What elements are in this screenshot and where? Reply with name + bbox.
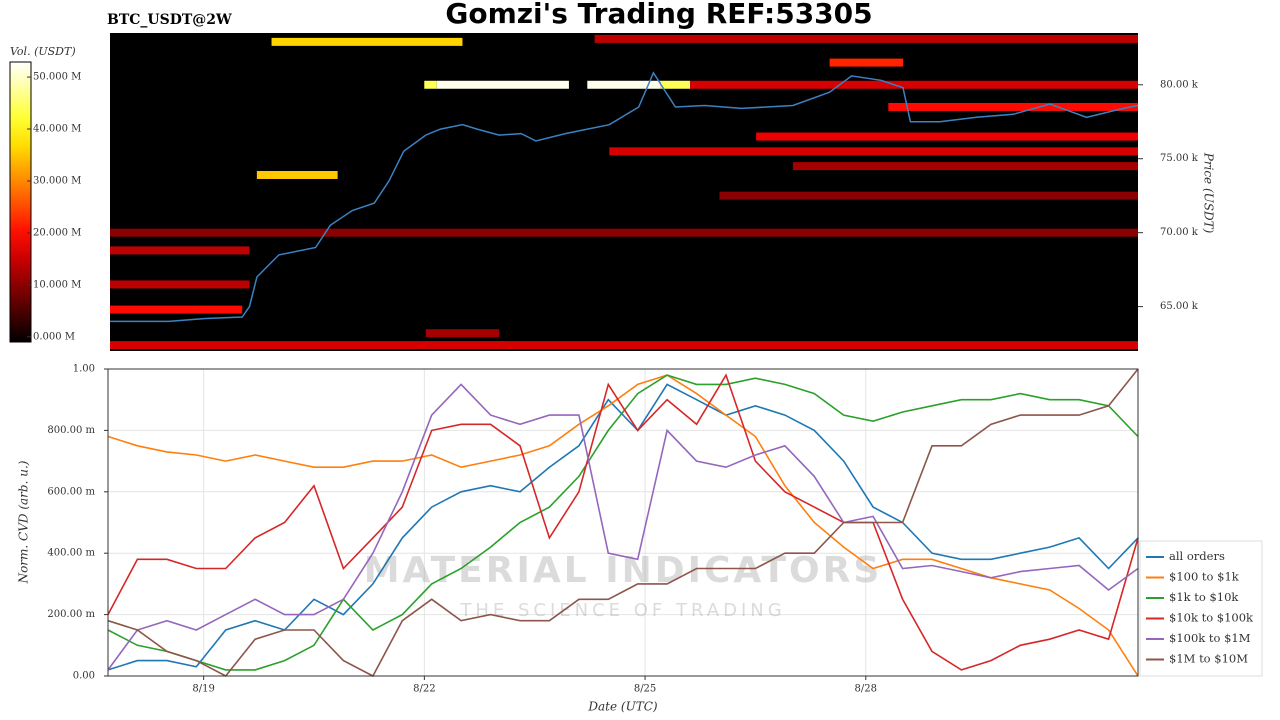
series-line bbox=[107, 374, 1139, 671]
heat-cell bbox=[256, 170, 338, 179]
heat-cell bbox=[829, 58, 904, 67]
y-tick-label: 0.00 bbox=[73, 671, 95, 682]
x-tick-label: 8/25 bbox=[634, 684, 656, 695]
y-axis-label: Price (USDT) bbox=[1202, 152, 1216, 234]
x-tick-label: 8/28 bbox=[855, 684, 877, 695]
heat-cell bbox=[888, 102, 1138, 111]
legend-label: $100 to $1k bbox=[1169, 570, 1240, 584]
heat-cell bbox=[425, 329, 500, 338]
chart-subtitle: BTC_USDT@2W bbox=[107, 12, 232, 28]
heat-cell bbox=[424, 80, 437, 89]
chart-title: Gomzi's Trading REF:53305 bbox=[445, 0, 872, 30]
heat-cell bbox=[110, 246, 250, 255]
colorbar-tick-label: 40.000 M bbox=[33, 124, 81, 135]
heat-cell bbox=[594, 34, 1138, 43]
heat-cell bbox=[110, 280, 250, 289]
heat-cell bbox=[690, 80, 1138, 89]
heat-cell bbox=[609, 147, 1138, 156]
heat-cell bbox=[587, 80, 661, 89]
heat-cell bbox=[436, 80, 569, 89]
colorbar bbox=[9, 61, 32, 343]
watermark-title: MATERIAL INDICATORS bbox=[364, 550, 883, 591]
x-tick-label: 8/19 bbox=[192, 684, 214, 695]
series-line bbox=[107, 383, 1139, 671]
price-line bbox=[110, 71, 1139, 323]
y-tick-label: 400.00 m bbox=[47, 548, 95, 559]
y-tick-label: 200.00 m bbox=[47, 609, 95, 620]
legend-label: $1k to $10k bbox=[1169, 590, 1239, 604]
heat-cell bbox=[719, 191, 1138, 200]
plot-frame bbox=[107, 368, 1139, 677]
series-line bbox=[107, 373, 1139, 671]
y-axis-label: Norm. CVD (arb. u.) bbox=[17, 460, 31, 584]
heat-cell bbox=[110, 341, 1138, 350]
series-line bbox=[107, 374, 1139, 677]
legend-label: $100k to $1M bbox=[1169, 631, 1251, 645]
plot-background bbox=[108, 369, 1138, 676]
legend-label: $1M to $10M bbox=[1169, 652, 1248, 666]
watermark-subtitle: THE SCIENCE OF TRADING bbox=[459, 600, 785, 621]
y-tick-label: 75.00 k bbox=[1160, 153, 1199, 164]
colorbar-tick-label: 50.000 M bbox=[33, 72, 81, 83]
y-tick-label: 600.00 m bbox=[47, 486, 95, 497]
y-tick-label: 800.00 m bbox=[47, 425, 95, 436]
colorbar-tick-label: 0.000 M bbox=[33, 331, 75, 342]
heat-cell bbox=[756, 132, 1138, 141]
legend-label: all orders bbox=[1169, 549, 1225, 563]
heat-cell bbox=[110, 305, 243, 314]
x-axis-label: Date (UTC) bbox=[587, 700, 657, 714]
series-line bbox=[107, 368, 1139, 678]
legend-label: $10k to $100k bbox=[1169, 611, 1254, 625]
legend-box bbox=[1139, 540, 1263, 677]
colorbar-label: Vol. (USDT) bbox=[10, 45, 76, 58]
heat-cell bbox=[792, 162, 1138, 171]
y-tick-label: 65.00 k bbox=[1160, 301, 1199, 312]
heat-cell bbox=[660, 80, 691, 89]
heat-cell bbox=[110, 228, 1138, 237]
colorbar-tick-label: 10.000 M bbox=[33, 279, 81, 290]
series-line bbox=[107, 383, 1139, 671]
x-tick-label: 8/22 bbox=[413, 684, 435, 695]
heat-cell bbox=[271, 37, 463, 46]
colorbar-tick-label: 20.000 M bbox=[33, 227, 81, 238]
colorbar-tick-label: 30.000 M bbox=[33, 175, 81, 186]
y-tick-label: 1.00 bbox=[73, 364, 95, 375]
y-tick-label: 80.00 k bbox=[1160, 79, 1199, 90]
y-tick-label: 70.00 k bbox=[1160, 227, 1199, 238]
